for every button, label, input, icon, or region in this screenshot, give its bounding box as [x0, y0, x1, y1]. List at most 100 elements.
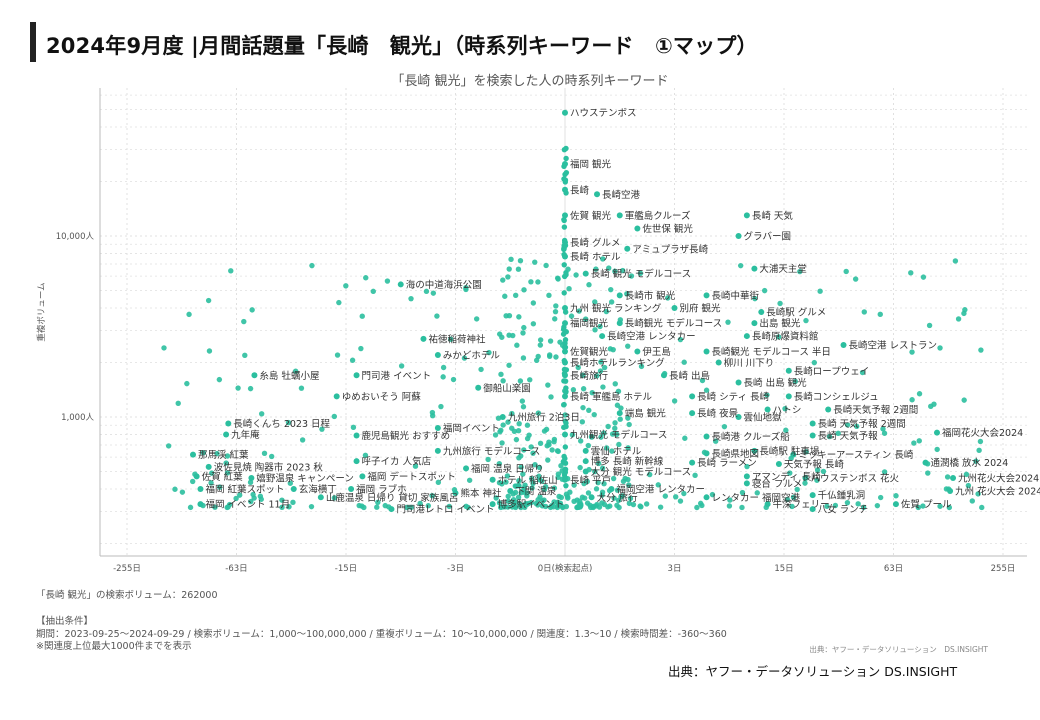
data-point: [585, 442, 592, 449]
data-point: [521, 489, 528, 496]
point-label: 別府 観光: [680, 303, 722, 315]
data-point: [721, 423, 728, 430]
data-point: [593, 486, 600, 492]
data-point: [893, 493, 899, 499]
point-label: 大浦天主堂: [759, 263, 807, 275]
point-label: 佐世保 観光: [642, 223, 693, 235]
y-axis-label: 重複ボリューム: [36, 282, 47, 341]
point-label: 千仏鍾乳洞: [818, 490, 866, 502]
data-point: [235, 385, 241, 391]
labeled-point: [333, 393, 340, 400]
data-point: [561, 245, 567, 251]
data-point: [247, 385, 254, 392]
data-point: [537, 337, 544, 343]
data-point: [561, 273, 568, 280]
data-point: [854, 423, 860, 430]
data-point: [544, 443, 550, 449]
labeled-point: [489, 501, 496, 508]
data-point: [588, 434, 595, 440]
labeled-point: [434, 352, 441, 359]
point-label: 長崎観光 モデルコース 半日: [712, 346, 831, 358]
data-point: [179, 489, 186, 495]
labeled-point: [562, 239, 568, 246]
data-point: [630, 501, 637, 508]
labeled-point: [562, 253, 568, 260]
data-point: [794, 486, 800, 493]
data-point: [615, 388, 622, 395]
volume-note: 「長崎 観光」の検索ボリューム：262000: [36, 590, 218, 601]
data-point: [609, 431, 616, 437]
data-point: [545, 457, 551, 463]
point-label: 長崎駅 駐車場: [759, 445, 820, 457]
data-point: [520, 355, 527, 361]
data-point: [530, 321, 537, 327]
data-point: [594, 373, 600, 379]
data-point: [404, 504, 410, 511]
point-label: 長崎県地図: [712, 448, 760, 460]
data-point: [358, 345, 364, 352]
data-point: [877, 311, 883, 318]
data-point: [434, 313, 440, 319]
data-point: [608, 299, 615, 305]
data-point: [223, 460, 229, 466]
data-point: [268, 453, 275, 460]
data-point: [601, 430, 607, 436]
point-label: 長崎コンシェルジュ: [794, 391, 879, 403]
data-point: [184, 380, 190, 387]
data-point: [187, 504, 194, 511]
point-label: 博多 長崎 新幹線: [591, 456, 664, 468]
data-point: [860, 504, 867, 511]
data-point: [435, 479, 442, 486]
data-point: [250, 491, 256, 498]
labeled-point: [562, 431, 568, 438]
labeled-point: [562, 320, 568, 327]
data-point: [561, 366, 568, 373]
data-point: [555, 276, 561, 282]
labeled-point: [359, 473, 366, 480]
data-point: [200, 450, 207, 456]
labeled-point: [251, 372, 258, 379]
data-point: [543, 262, 549, 269]
labeled-point: [689, 410, 696, 417]
data-point: [249, 307, 255, 313]
labeled-point: [582, 458, 589, 465]
data-point: [513, 436, 520, 443]
labeled-point: [764, 406, 771, 413]
labeled-point: [353, 432, 360, 439]
data-point: [944, 474, 951, 480]
data-point: [532, 462, 538, 468]
point-label: 鹿児島観光 おすすめ: [362, 430, 451, 442]
data-point: [228, 268, 234, 274]
labeled-point: [809, 506, 816, 513]
data-point: [752, 295, 758, 302]
point-label: ハウステンボス 花火: [810, 473, 899, 485]
data-point: [737, 262, 744, 269]
data-point: [609, 448, 615, 454]
data-point: [682, 435, 688, 441]
labeled-point: [582, 468, 589, 475]
data-point: [430, 290, 437, 296]
labeled-point: [582, 447, 589, 454]
data-point: [802, 480, 808, 486]
point-label: 長崎旅行: [570, 370, 609, 382]
point-label: 九州花火大会2024: [958, 473, 1039, 485]
data-point: [832, 502, 839, 509]
data-point: [628, 273, 635, 279]
data-point: [826, 433, 833, 440]
data-point: [496, 500, 503, 506]
data-point: [261, 450, 268, 456]
data-point: [517, 378, 524, 384]
data-point: [561, 378, 567, 384]
data-point: [579, 494, 586, 500]
point-label: 福岡 イベント 11月: [205, 499, 290, 511]
labeled-point: [562, 109, 568, 116]
data-point: [237, 492, 243, 498]
point-label: 御船山楽園: [483, 382, 531, 394]
data-point: [586, 407, 592, 414]
labeled-point: [205, 463, 212, 470]
labeled-point: [950, 475, 957, 482]
data-point: [535, 410, 542, 416]
labeled-point: [507, 488, 514, 495]
data-point: [764, 392, 770, 398]
data-point: [440, 374, 446, 380]
